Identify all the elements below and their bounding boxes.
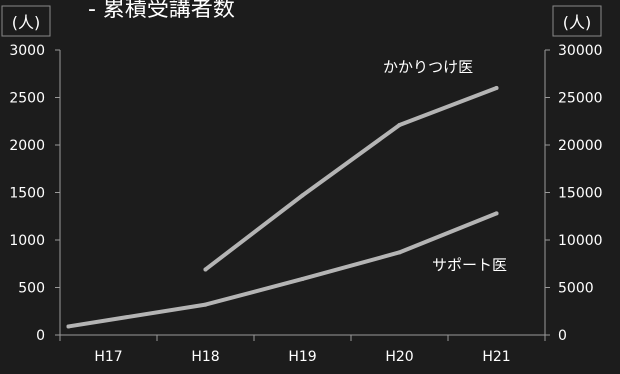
- x-tick-label: H18: [191, 349, 219, 365]
- left-unit-label: (人): [12, 13, 41, 32]
- series-lines: [66, 86, 499, 329]
- series-point-0: [494, 86, 499, 90]
- series-label: サポート医: [432, 256, 507, 274]
- series-point-1: [66, 324, 71, 329]
- left-tick-label: 1500: [9, 186, 45, 202]
- series-label: かかりつけ医: [383, 58, 473, 76]
- series-point-1: [300, 276, 305, 281]
- right-tick-label: 10000: [558, 233, 603, 249]
- left-tick-label: 2500: [9, 91, 45, 107]
- left-unit-label-box: (人): [1, 5, 51, 37]
- right-tick-label: 20000: [558, 138, 603, 154]
- series-point-0: [203, 267, 208, 272]
- axes: [55, 49, 550, 341]
- chart-title: - 累積受講者数: [88, 0, 235, 22]
- series-point-1: [494, 211, 499, 216]
- left-tick-label: 1000: [9, 233, 45, 249]
- tick-labels: 0500100015002000250030000500010000150002…: [9, 43, 602, 365]
- right-tick-label: 15000: [558, 186, 603, 202]
- series-point-0: [300, 193, 305, 198]
- left-tick-label: 3000: [9, 43, 45, 59]
- left-tick-label: 2000: [9, 138, 45, 154]
- right-tick-label: 0: [558, 328, 567, 344]
- x-tick-label: H21: [482, 349, 510, 365]
- series-point-1: [203, 302, 208, 307]
- x-tick-label: H17: [94, 349, 122, 365]
- x-tick-label: H19: [288, 349, 316, 365]
- left-tick-label: 0: [36, 328, 45, 344]
- right-unit-label-box: (人): [552, 5, 602, 37]
- right-tick-label: 25000: [558, 91, 603, 107]
- series-line-0: [203, 86, 499, 272]
- right-unit-label: (人): [563, 13, 592, 32]
- series-point-1: [397, 250, 402, 255]
- right-tick-label: 30000: [558, 43, 603, 59]
- right-tick-label: 5000: [558, 281, 594, 297]
- series-point-0: [397, 123, 402, 128]
- x-tick-label: H20: [385, 349, 413, 365]
- left-tick-label: 500: [18, 281, 45, 297]
